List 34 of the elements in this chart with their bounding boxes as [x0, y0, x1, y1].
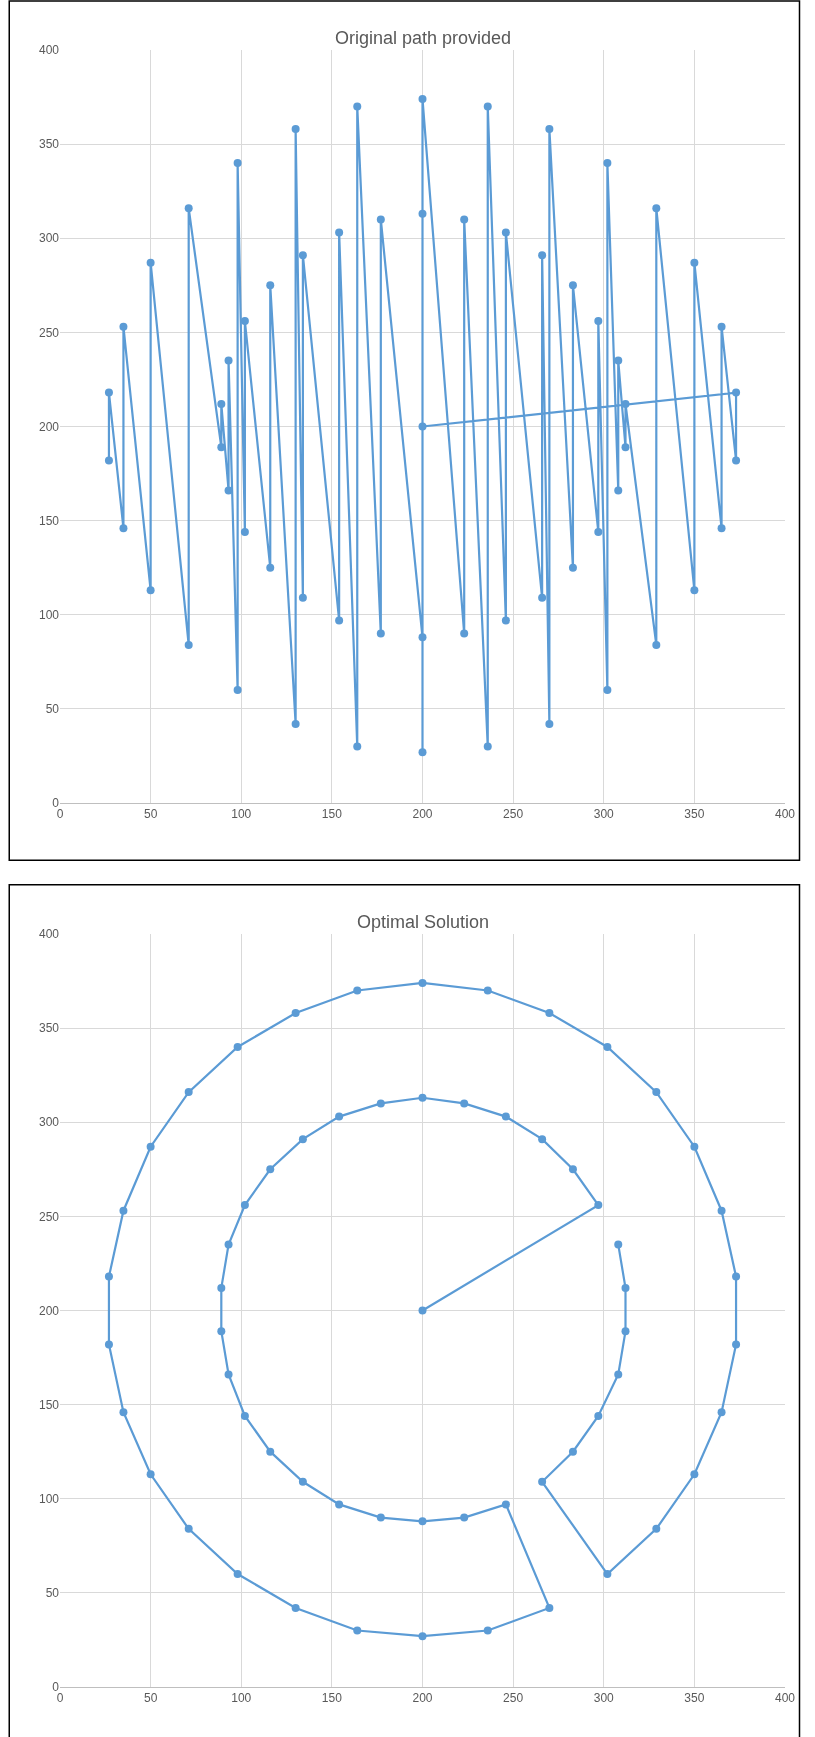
x-tick-label: 50 — [143, 807, 158, 822]
x-tick-label: 100 — [231, 1691, 252, 1706]
y-tick-label: 100 — [38, 607, 60, 622]
x-tick-label: 150 — [321, 807, 343, 822]
chart-title: Original path provided — [335, 28, 512, 48]
y-tick-label: 300 — [38, 231, 60, 246]
x-tick-label: 150 — [321, 1691, 343, 1706]
x-tick-label: 100 — [231, 807, 252, 822]
y-tick-label: 50 — [45, 702, 60, 717]
y-tick-label: 400 — [38, 43, 60, 58]
x-tick-label: 400 — [774, 1691, 796, 1706]
x-tick-label: 250 — [503, 807, 524, 822]
x-tick-label: 400 — [774, 807, 796, 822]
y-tick-label: 50 — [45, 1586, 60, 1601]
y-tick-label: 150 — [38, 1397, 60, 1412]
y-tick-label: 350 — [38, 1021, 60, 1036]
x-tick-label: 200 — [412, 1691, 433, 1706]
x-tick-label: 350 — [684, 807, 705, 822]
x-tick-label: 300 — [593, 1691, 615, 1706]
y-tick-label: 150 — [38, 513, 60, 528]
x-tick-label: 50 — [143, 1691, 158, 1706]
x-tick-label: 250 — [503, 1691, 524, 1706]
y-tick-label: 100 — [38, 1491, 60, 1506]
y-tick-label: 250 — [38, 325, 60, 340]
y-tick-label: 200 — [38, 419, 60, 434]
y-tick-label: 300 — [38, 1115, 60, 1130]
y-tick-label: 200 — [38, 1303, 60, 1318]
chart-title: Optimal Solution — [357, 912, 490, 932]
y-tick-label: 350 — [38, 137, 60, 152]
y-tick-label: 250 — [38, 1209, 60, 1224]
x-tick-label: 350 — [684, 1691, 705, 1706]
y-tick-label: 400 — [38, 927, 60, 942]
x-tick-label: 200 — [412, 807, 433, 822]
x-tick-label: 300 — [593, 807, 615, 822]
